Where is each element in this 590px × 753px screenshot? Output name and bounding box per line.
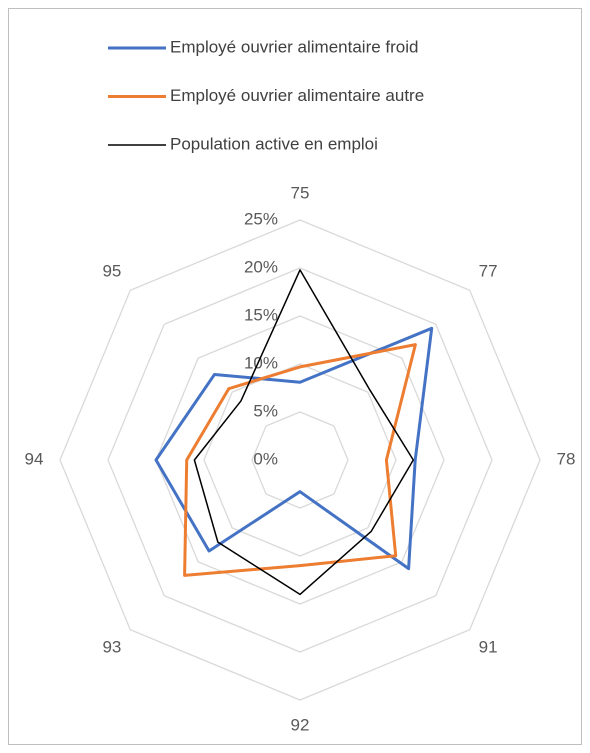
category-label: 92 [291, 715, 310, 734]
legend-text: Population active en emploi [170, 134, 378, 153]
chart-border [8, 8, 582, 745]
legend-text: Employé ouvrier alimentaire autre [170, 86, 424, 105]
category-label: 91 [479, 638, 498, 657]
category-label: 94 [25, 449, 44, 468]
category-label: 78 [557, 449, 576, 468]
tick-label: 20% [244, 257, 278, 276]
series-line [183, 343, 417, 577]
series-line [193, 269, 415, 596]
tick-label: 5% [253, 401, 278, 420]
grid-ring [251, 411, 349, 509]
grid-ring [107, 267, 493, 653]
category-label: 93 [102, 638, 121, 657]
category-label: 75 [291, 183, 310, 202]
category-label: 95 [102, 261, 121, 280]
tick-label: 0% [253, 449, 278, 468]
legend-text: Employé ouvrier alimentaire froid [170, 37, 419, 56]
category-label: 77 [479, 261, 498, 280]
tick-label: 15% [244, 305, 278, 324]
tick-label: 10% [244, 353, 278, 372]
grid-ring [59, 219, 541, 701]
series-line [154, 326, 434, 571]
tick-label: 25% [244, 209, 278, 228]
grid-ring [155, 315, 445, 605]
grid-ring [203, 363, 397, 557]
